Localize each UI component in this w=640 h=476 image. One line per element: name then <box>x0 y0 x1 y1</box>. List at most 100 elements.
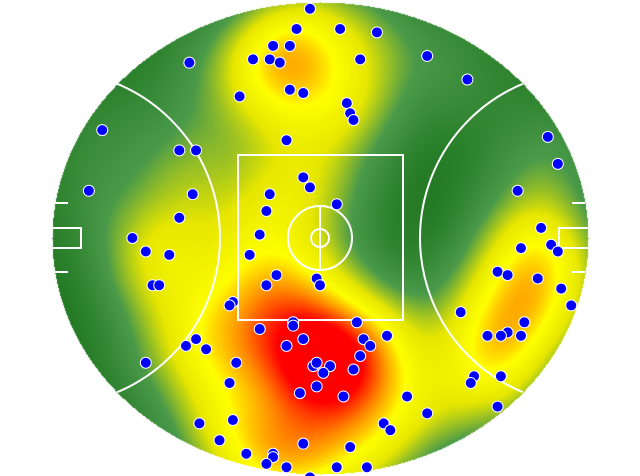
data-point <box>494 329 507 342</box>
data-point <box>280 134 293 147</box>
data-point <box>464 376 477 389</box>
data-point <box>364 339 377 352</box>
data-point <box>350 316 363 329</box>
data-point <box>551 157 564 170</box>
data-point <box>310 356 323 369</box>
data-point <box>565 299 578 312</box>
data-point <box>491 265 504 278</box>
scatter-points <box>82 2 578 476</box>
data-point <box>290 22 303 35</box>
data-point <box>330 461 343 474</box>
data-point <box>354 350 367 362</box>
data-point <box>340 97 353 110</box>
data-point <box>337 390 350 403</box>
data-point <box>334 22 347 35</box>
data-point <box>126 232 139 244</box>
data-point <box>515 242 527 255</box>
data-point <box>501 269 514 282</box>
data-point <box>200 343 213 356</box>
data-point <box>153 279 166 292</box>
data-point <box>287 319 300 332</box>
data-point <box>347 114 360 126</box>
data-point <box>186 188 199 201</box>
data-point <box>381 329 393 342</box>
data-point <box>310 380 323 393</box>
data-point <box>297 87 310 100</box>
left-50m-arc <box>52 70 221 406</box>
data-point <box>230 356 243 369</box>
data-point <box>330 198 343 211</box>
data-point <box>511 184 524 197</box>
data-point <box>347 363 360 376</box>
data-point <box>96 124 109 137</box>
data-point <box>297 333 310 346</box>
data-point <box>293 387 306 400</box>
data-point <box>515 329 527 342</box>
data-point <box>297 437 310 450</box>
data-point <box>531 272 544 285</box>
data-point <box>260 279 273 292</box>
data-point <box>494 370 507 383</box>
data-point <box>190 144 203 157</box>
data-point <box>303 2 316 15</box>
data-point <box>454 306 467 319</box>
data-point <box>223 376 236 389</box>
data-point <box>280 339 293 352</box>
data-point <box>283 39 296 52</box>
data-point <box>303 181 316 194</box>
data-point <box>297 171 310 184</box>
data-point <box>314 279 326 292</box>
data-point <box>263 188 276 201</box>
data-point <box>283 83 296 96</box>
data-point <box>260 457 273 470</box>
data-point <box>481 329 494 342</box>
data-point <box>491 400 504 413</box>
data-point <box>401 390 414 403</box>
data-point <box>461 73 474 86</box>
data-point <box>193 417 206 430</box>
data-point <box>535 221 548 234</box>
data-point <box>190 333 203 346</box>
data-point <box>243 248 256 261</box>
data-point <box>384 424 397 437</box>
data-point <box>82 184 95 197</box>
data-point <box>267 39 280 52</box>
data-point <box>344 441 357 454</box>
data-point <box>139 245 152 258</box>
data-point <box>139 356 152 369</box>
data-point <box>280 461 293 474</box>
data-point <box>233 90 246 103</box>
data-point <box>304 471 316 476</box>
data-point <box>518 316 531 329</box>
left-goal-square <box>52 227 82 249</box>
data-point <box>213 434 226 447</box>
data-point <box>270 269 283 282</box>
data-point <box>354 53 367 66</box>
data-point <box>273 56 286 69</box>
centre-square <box>237 154 404 321</box>
data-point <box>370 26 383 39</box>
data-point <box>360 461 373 474</box>
data-point <box>253 228 266 241</box>
data-point <box>253 323 266 336</box>
data-point <box>421 49 434 62</box>
data-point <box>173 211 186 224</box>
data-point <box>555 282 568 295</box>
data-point <box>260 205 273 218</box>
data-point <box>421 407 434 420</box>
data-point <box>247 53 259 66</box>
field-markings <box>52 70 588 406</box>
data-point <box>317 366 330 379</box>
data-point <box>226 414 239 427</box>
data-point <box>223 299 236 312</box>
data-point <box>541 130 554 143</box>
data-point <box>163 248 176 261</box>
data-point <box>180 339 192 352</box>
data-point <box>263 53 276 66</box>
data-point <box>183 56 196 69</box>
right-goal-square <box>558 227 588 249</box>
data-point <box>240 447 253 460</box>
data-point <box>551 245 564 258</box>
data-point <box>173 144 186 157</box>
